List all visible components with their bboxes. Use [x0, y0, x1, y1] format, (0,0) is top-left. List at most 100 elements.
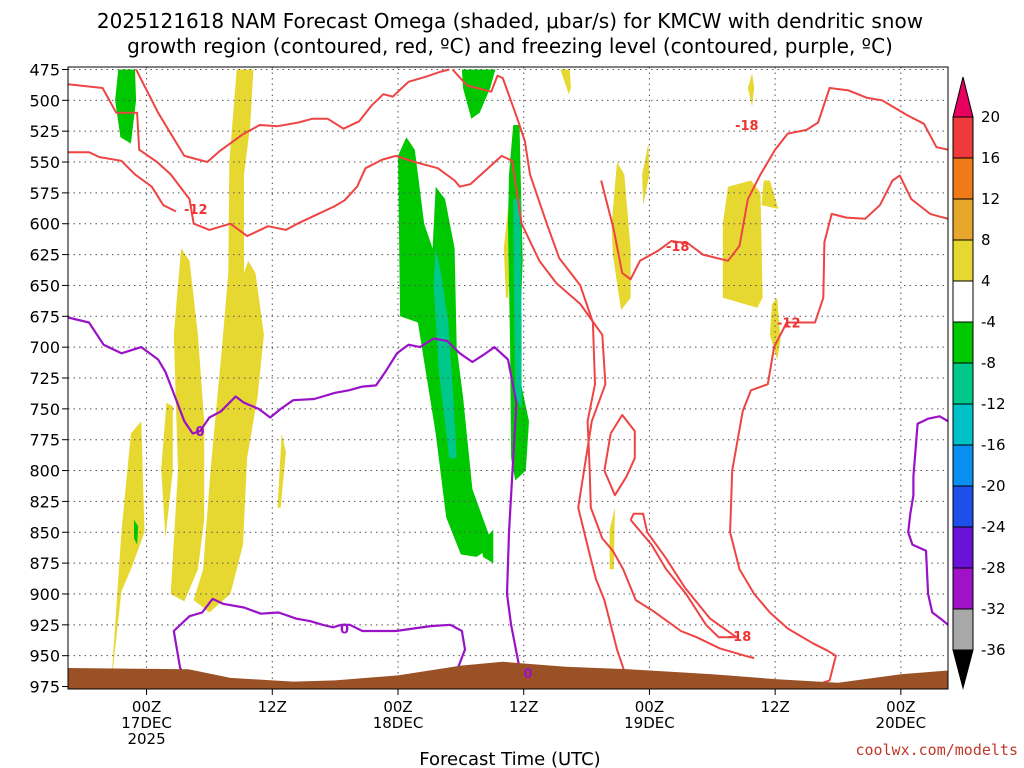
colorbar-label-9: -20: [981, 477, 1006, 495]
x-axis-label: Forecast Time (UTC): [419, 749, 600, 768]
colorbar-label-11: -28: [981, 559, 1006, 577]
contour-label-1: -18: [735, 119, 759, 134]
colorbar-segment-11: [952, 567, 974, 610]
omega-region-11: [761, 180, 779, 209]
x-tick-label-2-0: 00Z: [383, 698, 412, 716]
x-tick-label-5-0: 12Z: [760, 698, 789, 716]
colorbar-label-1: 16: [981, 149, 1000, 167]
omega-region-18: [461, 69, 496, 119]
plot-border: [67, 66, 949, 690]
colorbar-segment-12: [952, 608, 974, 651]
chart-title-line-1: 2025121618 NAM Forecast Omega (shaded, μ…: [97, 9, 923, 33]
y-tick-label-5: 600: [29, 215, 60, 234]
y-tick-label-18: 925: [29, 616, 60, 635]
omega-region-9: [642, 143, 650, 206]
colorbar-label-8: -16: [981, 436, 1006, 454]
y-tick-label-15: 850: [29, 523, 60, 542]
y-tick-label-14: 825: [29, 492, 60, 511]
colorbar-segment-1: [952, 157, 974, 200]
omega-region-13: [747, 73, 755, 107]
y-tick-label-4: 575: [29, 184, 60, 203]
chart-title-line-2: growth region (contoured, red, ºC) and f…: [127, 34, 893, 58]
y-tick-label-9: 700: [29, 338, 60, 357]
colorbar-segment-9: [952, 485, 974, 528]
colorbar-label-5: -4: [981, 313, 996, 331]
omega-region-15: [134, 519, 139, 545]
y-tick-label-19: 950: [29, 647, 60, 666]
colorbar-label-2: 12: [981, 190, 1000, 208]
y-tick-label-11: 750: [29, 400, 60, 419]
omega-region-12: [769, 297, 781, 360]
contour-label-7: 0: [523, 667, 532, 682]
y-tick-label-2: 525: [29, 122, 60, 141]
y-tick-label-6: 625: [29, 246, 60, 265]
colorbar-segment-5: [952, 321, 974, 364]
freezing-contour-3: [907, 415, 948, 626]
omega-region-4: [277, 433, 286, 508]
credit-text: coolwx.com/modelts: [855, 741, 1018, 759]
dgz-contour-2: [135, 68, 450, 163]
colorbar-segment-3: [952, 239, 974, 282]
y-tick-label-12: 775: [29, 431, 60, 450]
colorbar-label-7: -12: [981, 395, 1006, 413]
colorbar-bottom-triangle: [952, 649, 974, 690]
x-tick-label-4-1: 19DEC: [624, 714, 675, 732]
omega-region-14: [115, 69, 137, 144]
x-tick-label-0-1: 17DEC: [121, 714, 172, 732]
y-axis: 475 500 525 550 575 600 625 650 675 700 725 750 775 8…: [29, 60, 68, 697]
x-tick-label-4-0: 00Z: [635, 698, 664, 716]
dgz-contour-6: [603, 414, 636, 497]
contour-label-4: -18: [728, 630, 752, 645]
omega-region-17: [481, 529, 494, 564]
colorbar-segment-0: [952, 116, 974, 159]
colorbar-label-4: 4: [981, 272, 991, 290]
y-tick-label-20: 975: [29, 678, 60, 697]
omega-region-10: [722, 180, 763, 308]
colorbar-label-12: -32: [981, 600, 1006, 618]
dgz-contour-1: [68, 151, 177, 213]
x-tick-label-6-1: 20DEC: [876, 714, 927, 732]
colorbar-segment-4: [952, 280, 974, 323]
y-tick-label-0: 475: [29, 60, 60, 79]
contour-label-5: 0: [195, 425, 204, 440]
colorbar-segment-10: [952, 526, 974, 569]
y-tick-label-10: 725: [29, 369, 60, 388]
x-tick-label-0-2: 2025: [127, 730, 165, 748]
x-tick-label-3-0: 12Z: [509, 698, 538, 716]
omega-region-0: [111, 421, 145, 687]
y-tick-label-8: 675: [29, 307, 60, 326]
colorbar-label-3: 8: [981, 231, 991, 249]
y-tick-label-13: 800: [29, 462, 60, 481]
colorbar-segment-6: [952, 362, 974, 405]
dgz-contour-3: [451, 68, 755, 660]
plot-background: [0, 0, 1, 1]
contour-label-0: -12: [184, 203, 208, 218]
omega-region-6: [560, 69, 571, 95]
x-tick-label-1-0: 12Z: [258, 698, 287, 716]
colorbar-segment-2: [952, 198, 974, 241]
dgz-contour-0: [68, 83, 660, 688]
y-tick-label-7: 650: [29, 276, 60, 295]
y-tick-label-1: 500: [29, 91, 60, 110]
contour-label-6: 0: [340, 623, 349, 638]
dgz-contour-4: [600, 87, 948, 281]
colorbar-segment-8: [952, 444, 974, 487]
freezing-contour-1: [172, 597, 467, 688]
y-tick-label-3: 550: [29, 153, 60, 172]
omega-region-20: [433, 248, 457, 459]
colorbar-label-6: -8: [981, 354, 996, 372]
omega-region-21: [513, 199, 522, 409]
dgz-contour-5: [729, 174, 948, 688]
x-tick-label-0-0: 00Z: [132, 698, 161, 716]
y-tick-label-17: 900: [29, 585, 60, 604]
plot-area: -12 -18 -18 -12 -18 0 0 0: [68, 67, 948, 689]
colorbar-top-triangle: [952, 76, 974, 118]
colorbar: 20 16 12 8 4 -4 -8 -12 -16 -20 -24 -28 -32 -36: [952, 76, 1006, 690]
colorbar-label-10: -24: [981, 518, 1006, 536]
y-tick-label-16: 875: [29, 554, 60, 573]
x-tick-label-6-0: 00Z: [886, 698, 915, 716]
contour-label-2: -18: [666, 240, 690, 255]
terrain: [68, 661, 948, 689]
